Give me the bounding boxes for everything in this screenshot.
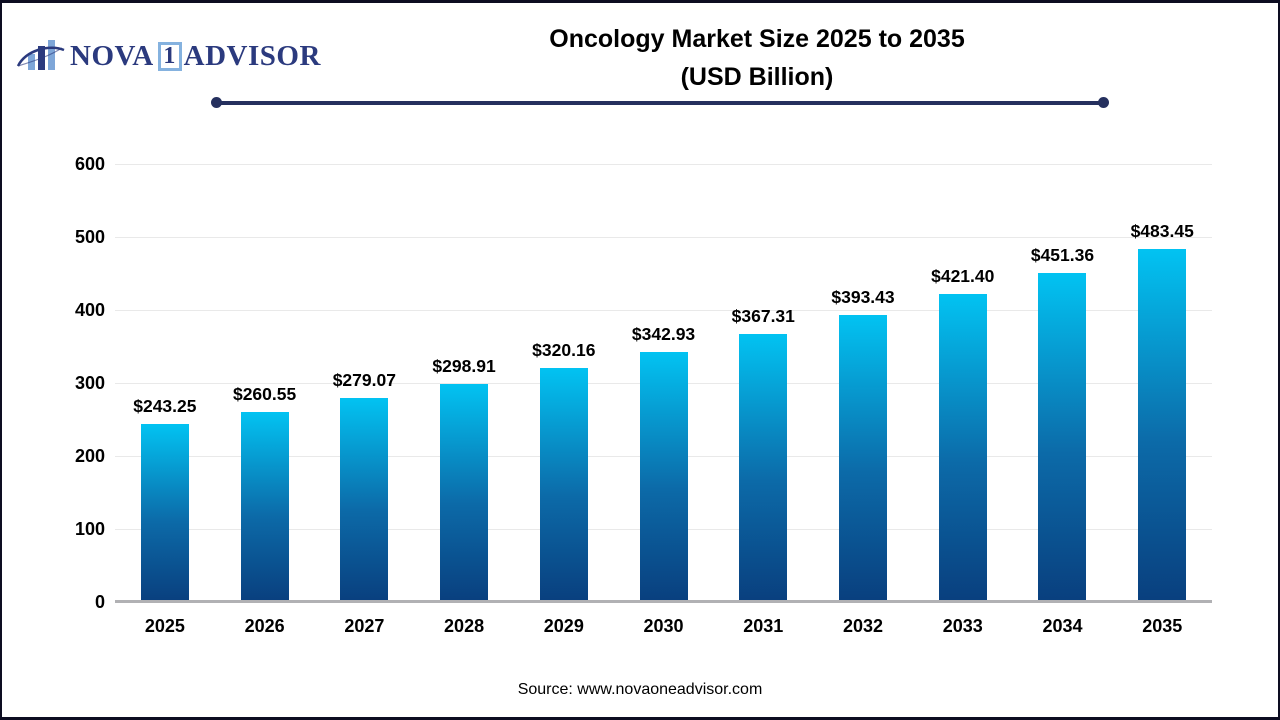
bar-slot-2032: $393.43 [813, 164, 913, 602]
x-tick-2035: 2035 [1142, 616, 1183, 636]
nova-one-advisor-logo: NOVA 1 ADVISOR [16, 36, 321, 76]
y-tick-100: 100 [74, 519, 105, 539]
bar-slot-2029: $320.16 [514, 164, 614, 602]
title-line-1: Oncology Market Size 2025 to 2035 [549, 25, 965, 53]
value-label-2027: $279.07 [332, 370, 396, 391]
page-title: Oncology Market Size 2025 to 2035 (USD B… [457, 20, 1057, 96]
bar-2033 [938, 294, 987, 602]
value-label-2025: $243.25 [133, 396, 197, 417]
y-tick-400: 400 [74, 300, 105, 320]
bar-slot-2031: $367.31 [713, 164, 813, 602]
y-tick-200: 200 [74, 446, 105, 466]
bar-2028 [440, 383, 489, 602]
x-tick-2032: 2032 [842, 616, 884, 636]
value-label-2031: $367.31 [731, 305, 795, 326]
bar-slot-2025: $243.25 [115, 164, 215, 602]
x-tick-2030: 2030 [643, 616, 684, 636]
value-label-2035: $483.45 [1130, 221, 1194, 242]
bar-2032 [839, 314, 887, 602]
x-tick-2031: 2031 [743, 616, 784, 636]
y-tick-0: 0 [94, 592, 105, 612]
value-label-2030: $342.93 [631, 323, 696, 344]
logo-text-advisor: ADVISOR [183, 39, 321, 72]
underline-right-dot [1098, 97, 1109, 108]
value-label-2034: $451.36 [1030, 244, 1095, 265]
bar-slot-2026: $260.55 [215, 164, 315, 602]
bar-2025 [140, 424, 189, 602]
gridline-600 [115, 164, 1212, 165]
x-tick-2028: 2028 [444, 616, 485, 636]
bar-slot-2027: $279.07 [314, 164, 414, 602]
x-tick-2029: 2029 [543, 616, 584, 636]
x-tick-2026: 2026 [244, 616, 285, 636]
underline-left-dot [211, 97, 222, 108]
bar-slot-2028: $298.91 [414, 164, 514, 602]
y-tick-500: 500 [74, 227, 105, 247]
logo-bar-chart-icon [16, 40, 65, 70]
plot-area: $243.25 $260.55 $279.07 $298.91 $320.16 $342.… [75, 154, 1212, 612]
gridline-400 [115, 310, 1212, 311]
logo-boxed-one: 1 [157, 41, 182, 71]
bar-2027 [340, 398, 389, 602]
value-label-2032: $393.43 [831, 286, 895, 307]
value-label-2026: $260.55 [232, 383, 297, 404]
logo-wordmark: NOVA 1 ADVISOR [70, 40, 321, 73]
bar-slot-2030: $342.93 [614, 164, 714, 602]
bar-slot-2033: $421.40 [913, 164, 1013, 602]
value-label-2029: $320.16 [532, 340, 596, 361]
y-tick-300: 300 [74, 373, 105, 393]
x-axis-labels: 2025 2026 2027 2028 2029 2030 2031 2032 2033 2034… [115, 616, 1212, 637]
bar-2026 [240, 411, 289, 602]
bar-2030 [639, 351, 688, 602]
x-tick-2025: 2025 [144, 616, 185, 636]
logo-text-nova: NOVA [70, 39, 154, 72]
gridline-500 [115, 237, 1212, 238]
bar-2031 [739, 333, 788, 602]
value-label-2028: $298.91 [432, 355, 496, 376]
bar-slot-2034: $451.36 [1013, 164, 1113, 602]
title-underline [211, 97, 1109, 108]
bar-2035 [1138, 249, 1187, 602]
bars-container: $243.25 $260.55 $279.07 $298.91 $320.16 $342.… [115, 164, 1212, 602]
value-label-2033: $421.40 [931, 266, 995, 287]
title-line-2: (USD Billion) [680, 63, 834, 91]
x-tick-2027: 2027 [344, 616, 385, 636]
source-text: Source: www.novaoneadvisor.com [517, 681, 763, 698]
y-tick-600: 600 [74, 154, 105, 174]
bar-2034 [1038, 272, 1087, 602]
bar-2029 [539, 368, 588, 602]
x-tick-2033: 2033 [942, 616, 983, 636]
x-tick-2034: 2034 [1042, 616, 1083, 636]
bar-slot-2035: $483.45 [1112, 164, 1212, 602]
x-axis-line [115, 600, 1212, 603]
